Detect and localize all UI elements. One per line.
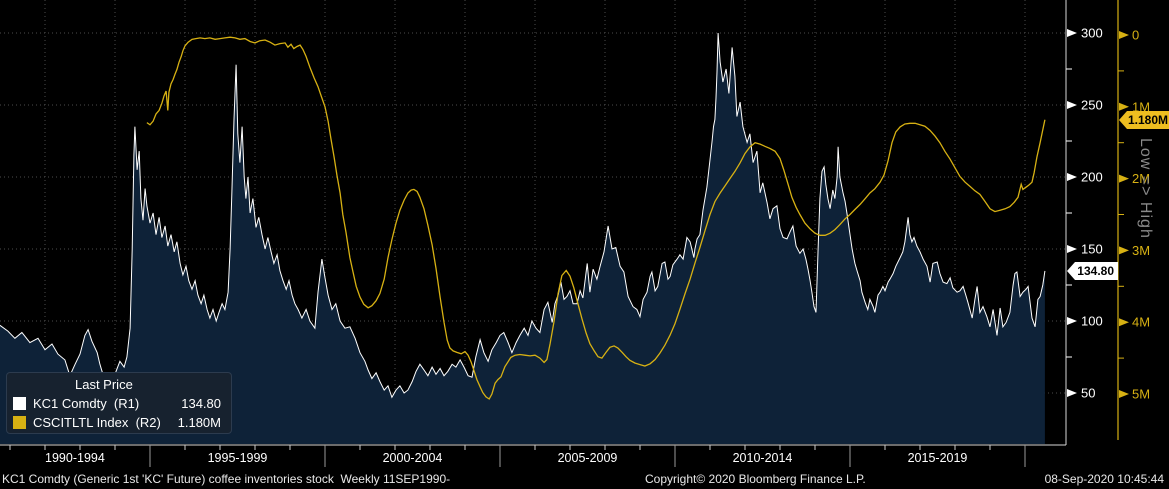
r1-tick-arrow-icon	[1067, 173, 1077, 181]
x-axis-label: 2005-2009	[558, 451, 618, 465]
r2-tick-arrow-icon	[1119, 102, 1129, 111]
r2-tick-label: 3M	[1132, 243, 1150, 258]
legend-title: Last Price	[75, 377, 133, 392]
r2-tick-label: 0	[1132, 28, 1139, 43]
r1-tick-label: 50	[1081, 386, 1095, 401]
r2-tick-arrow-icon	[1119, 246, 1129, 255]
r2-tick-arrow-icon	[1119, 390, 1129, 398]
chart-legend[interactable]: Last Price KC1 Comdty (R1) 134.80 CSCITL…	[6, 372, 232, 434]
r2-axis-direction-label: Low => High	[1137, 138, 1154, 239]
chart-footer: KC1 Comdty (Generic 1st 'KC' Future) cof…	[0, 470, 1169, 489]
legend-row-kc1[interactable]: KC1 Comdty (R1) 134.80	[13, 394, 225, 413]
r2-tick-arrow-icon	[1119, 31, 1129, 39]
cscitltl-last-value-tag: 1.180M	[1119, 111, 1169, 129]
kc1-series-label: KC1 Comdty (R1)	[33, 396, 140, 411]
r2-tick-label: 5M	[1132, 387, 1150, 402]
legend-row-cscitltl[interactable]: CSCITLTL Index (R2) 1.180M	[13, 413, 225, 432]
kc1-last-price: 134.80	[181, 396, 221, 411]
x-axis-label: 1990-1994	[45, 451, 105, 465]
x-axis-label: 2000-2004	[383, 451, 443, 465]
r1-tick-arrow-icon	[1067, 389, 1077, 397]
r1-tick-arrow-icon	[1067, 101, 1077, 109]
cscitltl-line	[146, 36, 1046, 400]
x-axis-label: 2015-2019	[908, 451, 968, 465]
r1-tick-label: 100	[1081, 314, 1103, 329]
chart-description: KC1 Comdty (Generic 1st 'KC' Future) cof…	[2, 472, 451, 486]
r2-tick-label: 2M	[1132, 171, 1150, 186]
kc1-area-fill	[0, 33, 1045, 444]
x-axis-label: 2010-2014	[733, 451, 793, 465]
r1-tick-label: 200	[1081, 170, 1103, 185]
r1-tick-arrow-icon	[1067, 317, 1077, 325]
kc1-series-swatch	[13, 397, 26, 410]
copyright-notice: Copyright© 2020 Bloomberg Finance L.P.	[645, 472, 866, 486]
chart-plot-area[interactable]: 1990-1994 1995-1999 2000-2004 2005-2009 2010…	[0, 0, 1169, 468]
r2-tick-label: 4M	[1132, 315, 1150, 330]
kc1-price-line	[0, 32, 1046, 399]
r1-tick-arrow-icon	[1067, 29, 1077, 37]
r1-tick-arrow-icon	[1067, 245, 1077, 253]
r2-tick-label: 1M	[1132, 99, 1150, 114]
cscitltl-last-value: 1.180M	[177, 415, 221, 430]
r1-tick-label: 300	[1081, 26, 1103, 41]
x-axis-label: 1995-1999	[208, 451, 268, 465]
cscitltl-series-label: CSCITLTL Index (R2)	[33, 415, 161, 430]
r1-tick-label: 150	[1081, 242, 1103, 257]
cscitltl-series-swatch	[13, 416, 26, 429]
kc1-last-price-tag: 134.80	[1067, 262, 1118, 280]
r1-tick-label: 250	[1081, 98, 1103, 113]
timestamp: 08-Sep-2020 10:45:44	[1044, 472, 1164, 486]
r2-tick-arrow-icon	[1119, 318, 1129, 327]
r2-tick-arrow-icon	[1119, 174, 1129, 183]
